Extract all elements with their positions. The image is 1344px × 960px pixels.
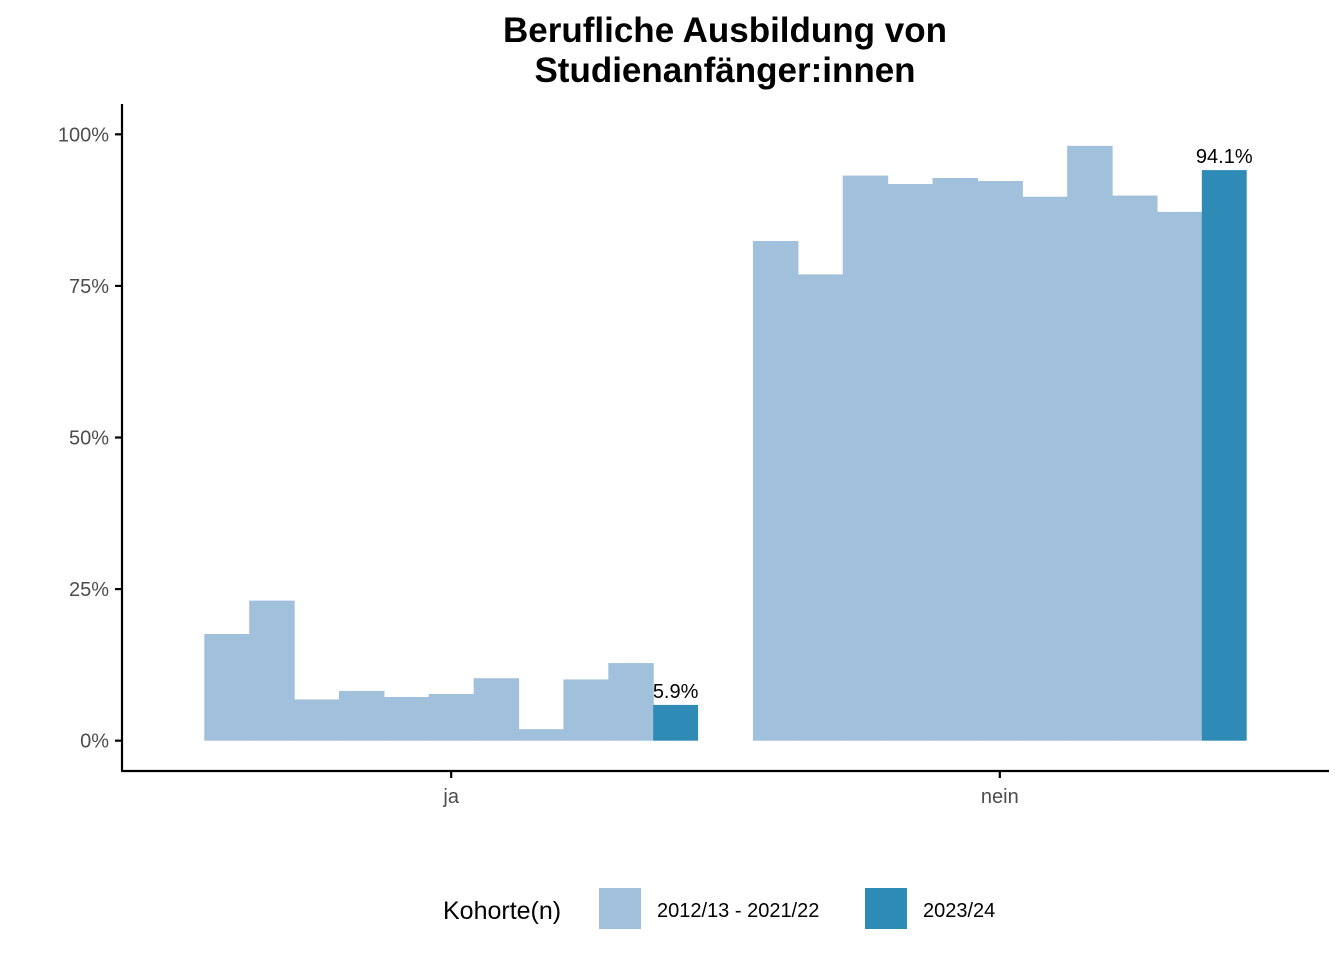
bar-ja-historical-3 (294, 699, 340, 741)
legend-label-historical: 2012/13 - 2021/22 (657, 900, 819, 922)
data-label-ja: 5.9% (653, 681, 699, 703)
bar-ja-historical-8 (518, 729, 565, 741)
bar-ja-historical-2 (249, 600, 295, 741)
bar-ja-historical-10 (608, 663, 654, 741)
bar-nein-historical-7 (1022, 196, 1068, 741)
bar-nein-historical-2 (797, 274, 844, 741)
y-tick-label: 75% (69, 276, 109, 298)
legend-title: Kohorte(n) (443, 897, 561, 925)
bar-nein-historical-10 (1156, 211, 1203, 741)
chart-title-line-2: Studienanfänger:innen (534, 51, 915, 90)
bar-ja-current (653, 704, 699, 741)
x-tick-label-ja: ja (442, 786, 459, 808)
bar-nein-historical-1 (752, 241, 799, 741)
bar-ja-historical-7 (473, 678, 520, 741)
bar-ja-historical-4 (338, 690, 385, 741)
bar-nein-current (1201, 170, 1247, 741)
bar-nein-historical-8 (1067, 145, 1113, 741)
legend-swatch-historical (599, 888, 641, 929)
data-label-nein: 94.1% (1196, 146, 1253, 168)
y-tick-label: 100% (58, 124, 109, 146)
legend: Kohorte(n) 2012/13 - 2021/22 2023/24 (443, 888, 995, 929)
chart-title-line-1: Berufliche Ausbildung von (503, 11, 947, 50)
bar-ja-historical-1 (204, 633, 250, 741)
bar-nein-historical-5 (932, 177, 978, 741)
bar-nein-historical-4 (887, 184, 934, 741)
y-tick-label: 25% (69, 579, 109, 601)
bar-nein-historical-3 (842, 175, 889, 741)
legend-label-current: 2023/24 (923, 900, 995, 922)
legend-swatch-current (865, 888, 907, 929)
y-tick-label: 50% (69, 428, 109, 450)
x-axis-ticks: ja nein (442, 771, 1019, 808)
y-tick-label: 0% (80, 731, 109, 753)
bar-ja-historical-5 (383, 697, 430, 741)
plot-area: 5.9% 94.1% (204, 145, 1253, 741)
bar-nein-historical-6 (977, 181, 1023, 741)
bar-nein-historical-9 (1112, 195, 1158, 741)
bar-ja-historical-9 (563, 679, 609, 741)
bar-ja-historical-6 (428, 693, 475, 741)
y-axis-ticks: 0% 25% 50% 75% 100% (58, 124, 122, 753)
x-tick-label-nein: nein (981, 786, 1019, 808)
